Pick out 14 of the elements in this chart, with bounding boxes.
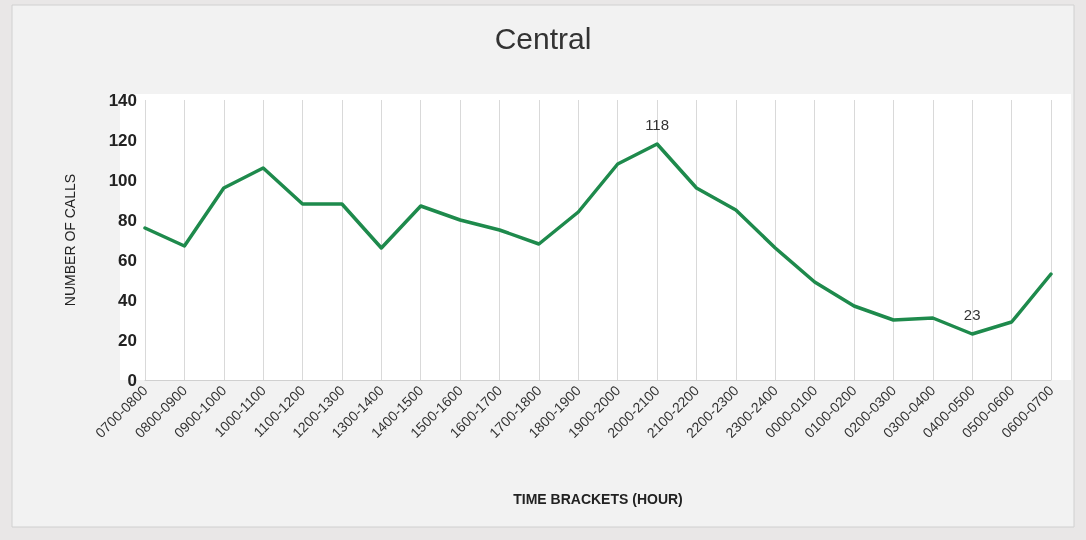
y-tick-label: 140 [108,90,137,110]
y-tick-label: 60 [118,250,137,270]
chart-title: Central [494,21,592,55]
data-label: 23 [963,306,981,323]
line-series [143,142,1053,336]
y-axis-title: NUMBER OF CALLS [62,173,78,307]
x-axis-title: TIME BRACKETS (HOUR) [513,491,683,507]
y-tick-label: 80 [118,210,137,230]
data-label: 118 [645,116,670,133]
y-tick-label: 120 [108,130,137,150]
y-tick-label: 0 [127,370,137,390]
y-tick-label: 20 [118,330,137,350]
y-tick-label: 40 [118,290,137,310]
y-tick-label: 100 [108,170,137,190]
